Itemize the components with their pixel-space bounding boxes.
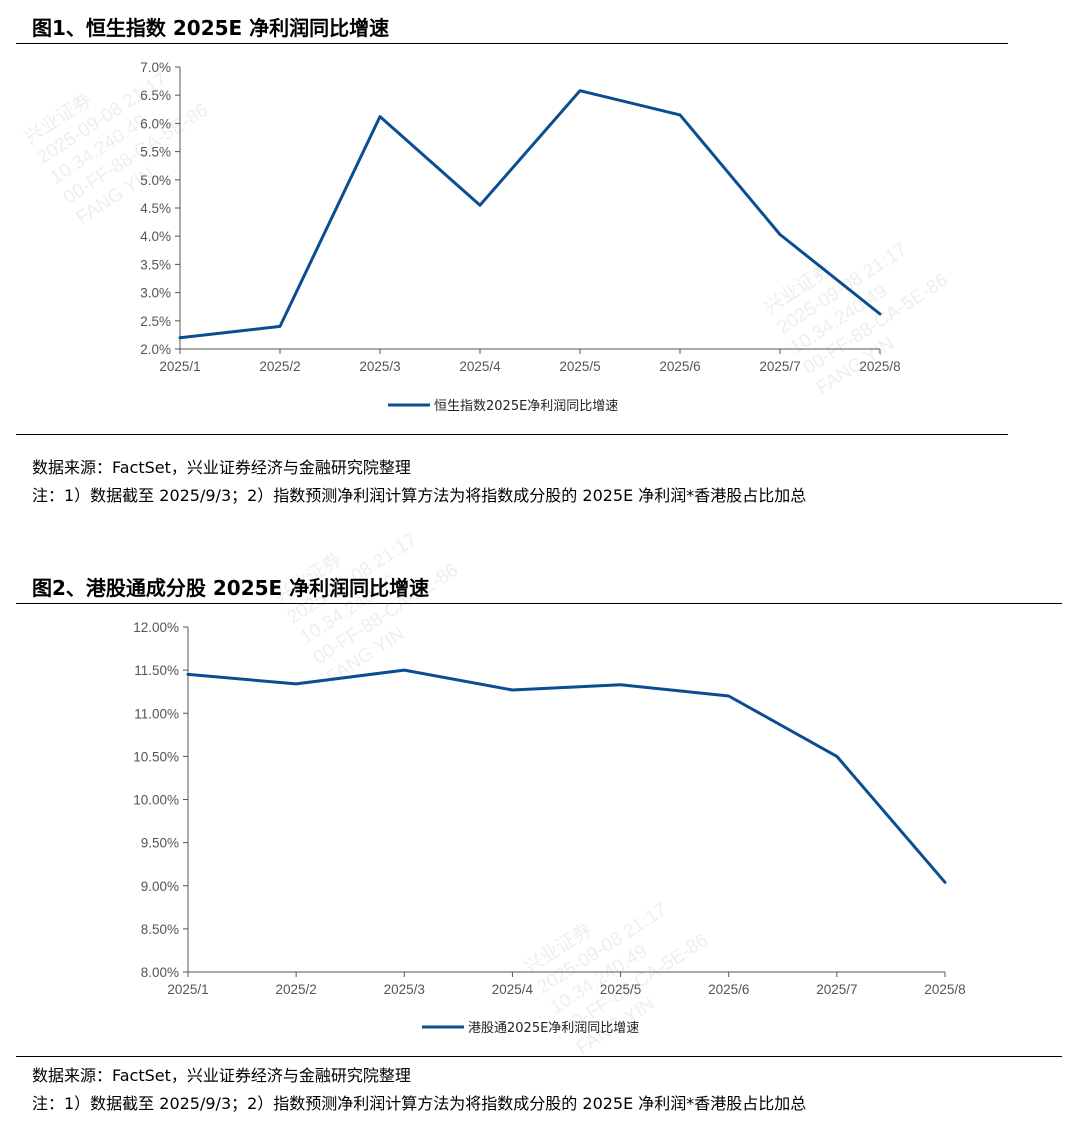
x-tick-label: 2025/1 (159, 359, 200, 374)
figure-2-note: 注：1）数据截至 2025/9/3；2）指数预测净利润计算方法为将指数成分股的 … (32, 1094, 807, 1113)
x-tick-label: 2025/7 (759, 359, 800, 374)
y-tick-label: 4.5% (140, 201, 171, 216)
y-tick-label: 11.50% (134, 663, 179, 678)
figure-2-title: 图2、港股通成分股 2025E 净利润同比增速 (32, 576, 430, 600)
figure-1-source: 数据来源：FactSet，兴业证券经济与金融研究院整理 (32, 458, 411, 477)
x-tick-label: 2025/3 (384, 982, 425, 997)
figure-2-bottom-rule (16, 1056, 1062, 1057)
x-tick-label: 2025/6 (708, 982, 749, 997)
y-tick-label: 8.50% (141, 922, 179, 937)
y-tick-label: 10.50% (133, 749, 179, 764)
x-tick-label: 2025/8 (924, 982, 965, 997)
y-tick-label: 4.0% (140, 229, 171, 244)
chart-1: 2.0% 2.5% 3.0% 3.5% 4.0% 4.5% 5.0% 5.5% 6.0% 6.5%… (140, 60, 900, 414)
series-line (186, 668, 947, 884)
x-tick-label: 2025/8 (859, 359, 900, 374)
x-tick-label: 2025/5 (600, 982, 641, 997)
y-tick-label: 3.0% (140, 286, 171, 301)
series-line (178, 89, 882, 340)
y-tick-label: 2.5% (140, 314, 171, 329)
legend-label: 港股通2025E净利润同比增速 (468, 1021, 639, 1036)
figure-2-top-rule (16, 603, 1062, 604)
figure-1-title: 图1、恒生指数 2025E 净利润同比增速 (32, 16, 390, 40)
y-tick-label: 9.00% (141, 879, 179, 894)
y-tick-label: 7.0% (140, 60, 171, 75)
figure-1-note: 注：1）数据截至 2025/9/3；2）指数预测净利润计算方法为将指数成分股的 … (32, 486, 807, 505)
x-tick-label: 2025/7 (816, 982, 857, 997)
x-tick-label: 2025/4 (459, 359, 501, 374)
x-tick-label: 2025/6 (659, 359, 700, 374)
y-tick-label: 11.00% (134, 706, 179, 721)
x-tick-label: 2025/4 (492, 982, 534, 997)
y-tick-label: 6.5% (140, 88, 171, 103)
x-tick-label: 2025/2 (275, 982, 316, 997)
y-tick-label: 5.0% (140, 173, 171, 188)
y-tick-label: 9.50% (141, 836, 179, 851)
figure-1-bottom-rule (16, 434, 1008, 435)
y-tick-label: 10.00% (133, 793, 179, 808)
x-tick-label: 2025/3 (359, 359, 400, 374)
x-tick-label: 2025/2 (259, 359, 300, 374)
y-tick-label: 12.00% (133, 620, 179, 635)
legend-label: 恒生指数2025E净利润同比增速 (434, 399, 618, 414)
y-tick-label: 6.0% (140, 116, 171, 131)
x-tick-label: 2025/5 (559, 359, 600, 374)
chart-2: 8.00% 8.50% 9.00% 9.50% 10.00% 10.50% 11.00% 11… (133, 620, 965, 1036)
figure-2-source: 数据来源：FactSet，兴业证券经济与金融研究院整理 (32, 1066, 411, 1085)
x-tick-label: 2025/1 (167, 982, 208, 997)
y-tick-label: 3.5% (140, 257, 171, 272)
figure-1-top-rule (16, 43, 1008, 44)
y-tick-label: 8.00% (141, 965, 179, 980)
y-tick-label: 5.5% (140, 145, 171, 160)
y-tick-label: 2.0% (140, 342, 171, 357)
